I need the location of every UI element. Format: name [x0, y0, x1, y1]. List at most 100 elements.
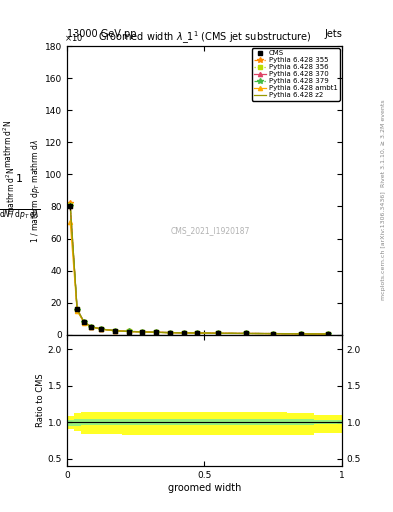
Pythia 6.428 ambt1	[99, 326, 104, 332]
Pythia 6.428 355	[243, 330, 248, 336]
Text: 1: 1	[16, 174, 23, 184]
Line: Pythia 6.428 356: Pythia 6.428 356	[68, 203, 330, 336]
Pythia 6.428 356	[216, 330, 220, 336]
Pythia 6.428 370	[271, 330, 275, 336]
Pythia 6.428 370	[82, 318, 86, 325]
Legend: CMS, Pythia 6.428 355, Pythia 6.428 356, Pythia 6.428 370, Pythia 6.428 379, Pyt: CMS, Pythia 6.428 355, Pythia 6.428 356,…	[252, 48, 340, 100]
Text: $\overline{\mathrm{d}N\,/\,\mathrm{d}p_T\,\mathrm{d}\lambda}$: $\overline{\mathrm{d}N\,/\,\mathrm{d}p_T…	[0, 208, 40, 222]
Pythia 6.428 379	[243, 330, 248, 336]
Pythia 6.428 379	[127, 328, 131, 334]
Pythia 6.428 z2	[75, 306, 79, 312]
Pythia 6.428 z2	[113, 328, 118, 334]
Pythia 6.428 355	[168, 330, 173, 336]
Pythia 6.428 379	[216, 330, 220, 336]
Line: Pythia 6.428 379: Pythia 6.428 379	[68, 203, 331, 337]
Text: Jets: Jets	[324, 29, 342, 39]
Pythia 6.428 355	[127, 328, 131, 334]
Pythia 6.428 370	[154, 329, 159, 335]
Pythia 6.428 356	[195, 330, 200, 336]
Pythia 6.428 z2	[298, 331, 303, 337]
Pythia 6.428 379	[68, 203, 73, 209]
Y-axis label: Ratio to CMS: Ratio to CMS	[36, 374, 45, 427]
Pythia 6.428 355	[75, 307, 79, 313]
Pythia 6.428 ambt1	[326, 331, 331, 337]
Pythia 6.428 370	[195, 330, 200, 336]
Text: CMS_2021_I1920187: CMS_2021_I1920187	[170, 226, 250, 236]
Pythia 6.428 355	[68, 200, 73, 206]
Pythia 6.428 ambt1	[182, 330, 186, 336]
Pythia 6.428 ambt1	[127, 329, 131, 335]
Pythia 6.428 z2	[243, 330, 248, 336]
Pythia 6.428 ambt1	[195, 330, 200, 336]
Pythia 6.428 379	[182, 330, 186, 336]
Pythia 6.428 z2	[82, 319, 86, 325]
Text: mcplots.cern.ch [arXiv:1306.3436]: mcplots.cern.ch [arXiv:1306.3436]	[381, 191, 386, 300]
Pythia 6.428 370	[127, 328, 131, 334]
Pythia 6.428 370	[88, 324, 93, 330]
Pythia 6.428 355	[82, 319, 86, 325]
Pythia 6.428 ambt1	[243, 330, 248, 336]
Pythia 6.428 370	[68, 203, 73, 209]
Line: Pythia 6.428 355: Pythia 6.428 355	[68, 201, 331, 337]
Pythia 6.428 379	[140, 329, 145, 335]
Pythia 6.428 379	[271, 331, 275, 337]
Pythia 6.428 ambt1	[168, 330, 173, 336]
Pythia 6.428 355	[140, 329, 145, 335]
Pythia 6.428 370	[75, 306, 79, 312]
Pythia 6.428 355	[113, 328, 118, 334]
Pythia 6.428 356	[154, 329, 159, 335]
Pythia 6.428 379	[154, 329, 159, 335]
Pythia 6.428 z2	[271, 331, 275, 337]
Pythia 6.428 ambt1	[216, 330, 220, 336]
Pythia 6.428 ambt1	[75, 308, 79, 314]
Pythia 6.428 355	[99, 326, 104, 332]
Pythia 6.428 z2	[195, 330, 200, 336]
Pythia 6.428 370	[298, 331, 303, 337]
Pythia 6.428 370	[243, 330, 248, 336]
Pythia 6.428 379	[88, 324, 93, 330]
Pythia 6.428 379	[113, 328, 118, 334]
Pythia 6.428 379	[326, 331, 331, 337]
Pythia 6.428 356	[127, 328, 131, 334]
Pythia 6.428 356	[298, 331, 303, 337]
Pythia 6.428 370	[168, 330, 173, 336]
Pythia 6.428 356	[113, 328, 118, 334]
Pythia 6.428 356	[140, 329, 145, 335]
Pythia 6.428 356	[243, 330, 248, 336]
Pythia 6.428 ambt1	[88, 324, 93, 330]
Pythia 6.428 ambt1	[154, 329, 159, 335]
Pythia 6.428 z2	[140, 329, 145, 335]
Pythia 6.428 355	[271, 330, 275, 336]
Pythia 6.428 ambt1	[68, 220, 73, 226]
Text: mathrm d$^2$N: mathrm d$^2$N	[2, 119, 14, 167]
Pythia 6.428 356	[326, 331, 331, 337]
Y-axis label: mathrm d$^2$N

1 / mathrm d$p_T$ mathrm d$\lambda$: mathrm d$^2$N 1 / mathrm d$p_T$ mathrm d…	[4, 138, 42, 243]
Pythia 6.428 356	[75, 306, 79, 312]
Pythia 6.428 356	[271, 331, 275, 337]
Pythia 6.428 356	[82, 319, 86, 325]
Pythia 6.428 z2	[182, 330, 186, 336]
X-axis label: groomed width: groomed width	[168, 482, 241, 493]
Line: Pythia 6.428 370: Pythia 6.428 370	[68, 204, 330, 336]
Pythia 6.428 z2	[168, 330, 173, 336]
Line: Pythia 6.428 z2: Pythia 6.428 z2	[70, 206, 328, 334]
Pythia 6.428 ambt1	[113, 328, 118, 334]
Pythia 6.428 355	[154, 329, 159, 335]
Pythia 6.428 356	[182, 330, 186, 336]
Pythia 6.428 ambt1	[140, 329, 145, 335]
Pythia 6.428 355	[216, 330, 220, 336]
Pythia 6.428 355	[298, 331, 303, 337]
Pythia 6.428 370	[216, 330, 220, 336]
Pythia 6.428 379	[298, 331, 303, 337]
Text: 13000 GeV pp: 13000 GeV pp	[67, 29, 136, 39]
Pythia 6.428 379	[75, 307, 79, 313]
Pythia 6.428 z2	[99, 326, 104, 332]
Pythia 6.428 355	[88, 324, 93, 330]
Text: Rivet 3.1.10, ≥ 3.2M events: Rivet 3.1.10, ≥ 3.2M events	[381, 99, 386, 187]
Pythia 6.428 379	[195, 330, 200, 336]
Pythia 6.428 379	[82, 319, 86, 325]
Pythia 6.428 ambt1	[271, 331, 275, 337]
Title: Groomed width $\lambda\_1^1$ (CMS jet substructure): Groomed width $\lambda\_1^1$ (CMS jet su…	[97, 30, 311, 46]
Pythia 6.428 370	[99, 326, 104, 332]
Pythia 6.428 ambt1	[298, 331, 303, 337]
